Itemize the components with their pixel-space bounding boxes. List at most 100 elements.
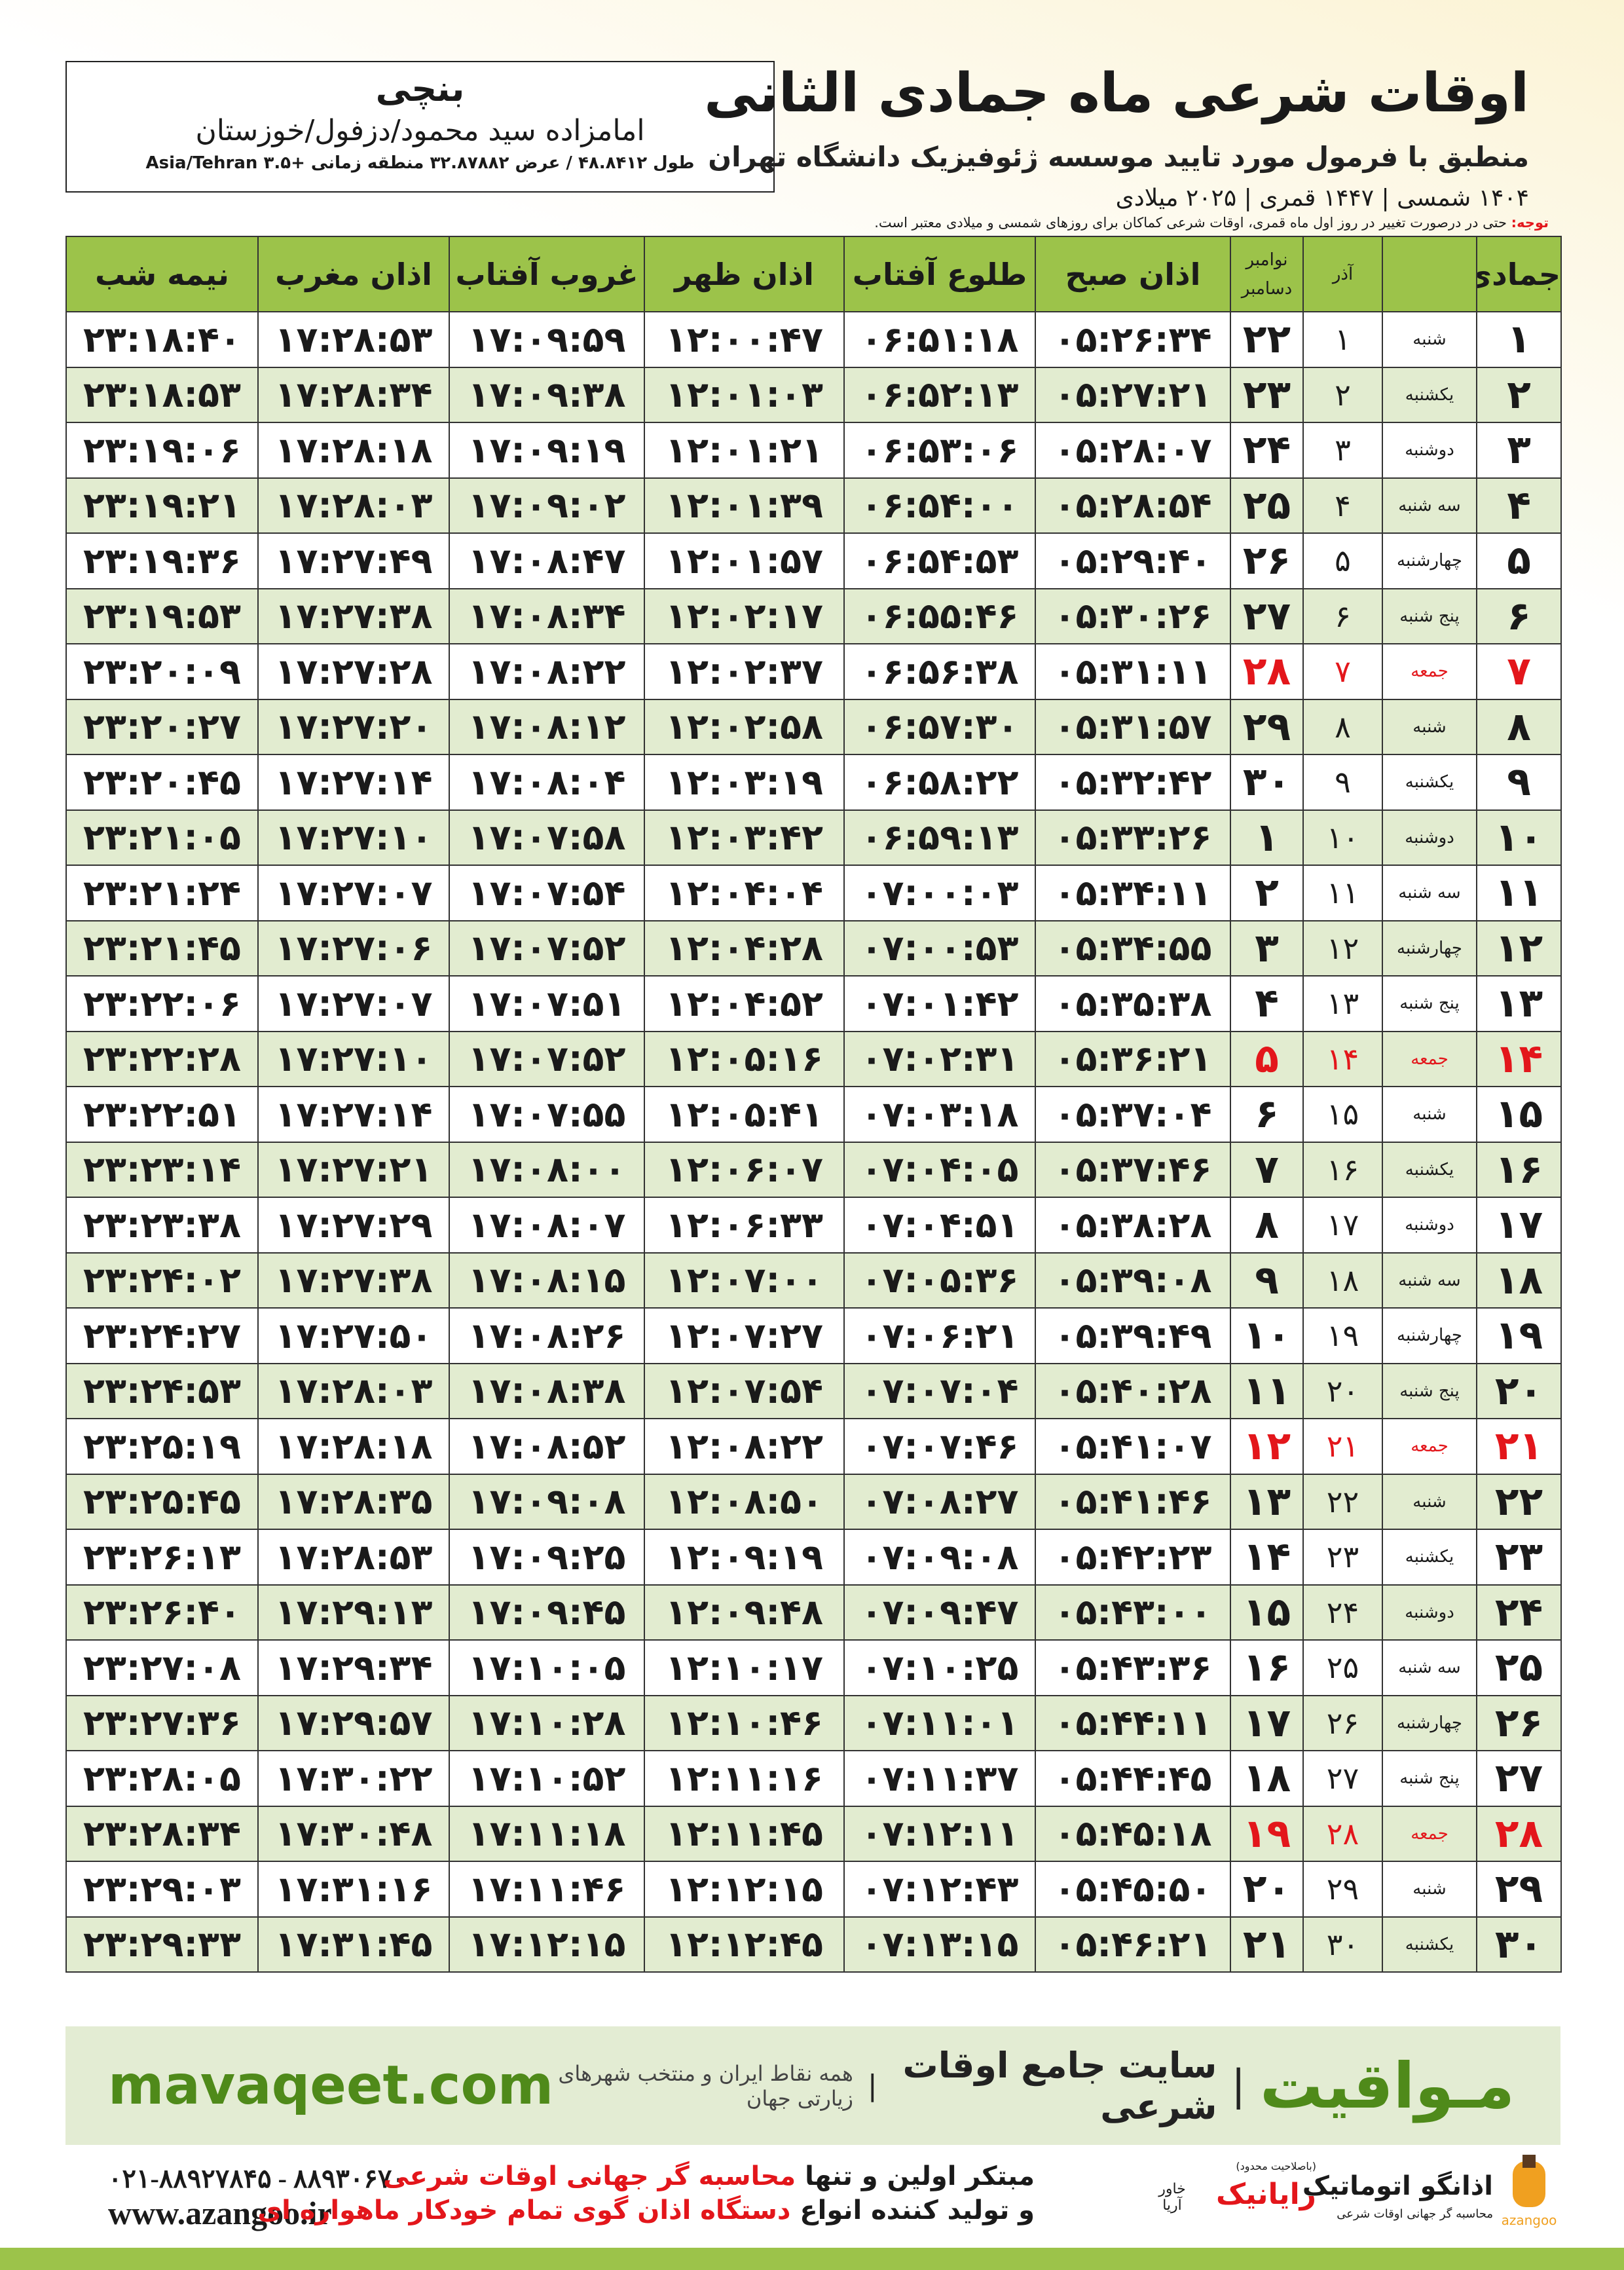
cell-azar: ۳۰ (1302, 1916, 1383, 1973)
title: اوقات شرعی ماه جمادی الثانی (704, 62, 1529, 124)
website[interactable]: www.azangoo.ir (108, 2195, 332, 2231)
header-cell: غروب آفتاب (449, 236, 645, 312)
header-row: جمادی الثانی آذر نوامبر دسامبر اذان صبح ط… (65, 236, 1562, 312)
cell-azar: ۲۱ (1302, 1418, 1383, 1475)
promo-text: و تولید کننده انواع (800, 2195, 1035, 2225)
cell-weekday: شنبه (1382, 1861, 1477, 1918)
cell-sunrise: ۰۷:۰۰:۰۳ (843, 865, 1036, 921)
note-text: حتی در درصورت تغییر در روز اول ماه قمری،… (874, 215, 1507, 231)
cell-azar: ۱۲ (1302, 920, 1383, 977)
note-label: توجه: (1511, 215, 1549, 231)
cell-sunset: ۱۷:۰۸:۱۵ (449, 1252, 645, 1309)
cell-maghrib: ۱۷:۲۷:۳۸ (257, 1252, 450, 1309)
cell-fajr: ۰۵:۴۳:۳۶ (1035, 1639, 1231, 1696)
cell-sunset: ۱۷:۰۸:۰۰ (449, 1141, 645, 1198)
cell-azar: ۲۷ (1302, 1750, 1383, 1807)
cell-fajr: ۰۵:۴۴:۴۵ (1035, 1750, 1231, 1807)
cell-greg: ۲۵ (1230, 477, 1304, 534)
cell-midnight: ۲۳:۲۳:۱۴ (65, 1141, 259, 1198)
cell-weekday: سه شنبه (1382, 1639, 1477, 1696)
cell-sunset: ۱۷:۰۷:۵۱ (449, 975, 645, 1032)
cell-dhuhr: ۱۲:۰۷:۲۷ (644, 1307, 845, 1364)
cell-maghrib: ۱۷:۲۷:۰۶ (257, 920, 450, 977)
cell-fajr: ۰۵:۴۰:۲۸ (1035, 1362, 1231, 1419)
cell-fajr: ۰۵:۲۶:۳۴ (1035, 311, 1231, 368)
cell-fajr: ۰۵:۲۹:۴۰ (1035, 532, 1231, 589)
cell-azar: ۲ (1302, 366, 1383, 423)
cell-maghrib: ۱۷:۲۷:۰۷ (257, 975, 450, 1032)
cell-weekday: جمعه (1382, 643, 1477, 700)
cell-sunrise: ۰۶:۵۷:۳۰ (843, 698, 1036, 755)
cell-azar: ۱۹ (1302, 1307, 1383, 1364)
cell-day: ۱۴ (1476, 1030, 1562, 1087)
cell-dhuhr: ۱۲:۱۰:۱۷ (644, 1639, 845, 1696)
cell-midnight: ۲۳:۲۸:۳۴ (65, 1805, 259, 1862)
cell-greg: ۷ (1230, 1141, 1304, 1198)
cell-greg: ۲۳ (1230, 366, 1304, 423)
footer-brand: مـواقیت | سایت جامع اوقات شرعی | همه نقا… (553, 2045, 1515, 2127)
cell-dhuhr: ۱۲:۰۴:۲۸ (644, 920, 845, 977)
cell-midnight: ۲۳:۲۰:۲۷ (65, 698, 259, 755)
site-url[interactable]: mavaqeet.com (108, 2055, 554, 2117)
cell-greg: ۲۰ (1230, 1861, 1304, 1918)
cell-midnight: ۲۳:۲۳:۳۸ (65, 1197, 259, 1254)
cell-greg: ۵ (1230, 1030, 1304, 1087)
cell-midnight: ۲۳:۲۷:۳۶ (65, 1694, 259, 1751)
cell-azar: ۷ (1302, 643, 1383, 700)
prayer-table: جمادی الثانی آذر نوامبر دسامبر اذان صبح ط… (65, 236, 1562, 1973)
cell-fajr: ۰۵:۴۴:۱۱ (1035, 1694, 1231, 1751)
cell-dhuhr: ۱۲:۰۰:۴۷ (644, 311, 845, 368)
cell-weekday: سه شنبه (1382, 477, 1477, 534)
cell-weekday: پنج شنبه (1382, 1362, 1477, 1419)
cell-sunset: ۱۷:۰۸:۰۴ (449, 754, 645, 811)
cell-weekday: چهارشنبه (1382, 1307, 1477, 1364)
cell-weekday: شنبه (1382, 311, 1477, 368)
table-row: ۲۸ جمعه ۲۸ ۱۹ ۰۵:۴۵:۱۸ ۰۷:۱۲:۱۱ ۱۲:۱۱:۴۵ ۱۷:۱۱:… (65, 1805, 1562, 1862)
cell-fajr: ۰۵:۴۶:۲۱ (1035, 1916, 1231, 1973)
cell-greg: ۱۷ (1230, 1694, 1304, 1751)
cell-day: ۲۶ (1476, 1694, 1562, 1751)
table-row: ۱۱ سه شنبه ۱۱ ۲ ۰۵:۳۴:۱۱ ۰۷:۰۰:۰۳ ۱۲:۰۴:۰۴ ۱۷:۰… (65, 865, 1562, 921)
cell-azar: ۱۱ (1302, 865, 1383, 921)
table-row: ۱۲ چهارشنبه ۱۲ ۳ ۰۵:۳۴:۵۵ ۰۷:۰۰:۵۳ ۱۲:۰۴:۲۸ ۱۷:… (65, 920, 1562, 977)
promo-text: مبتکر اولین و تنها (805, 2161, 1035, 2191)
cell-greg: ۱۰ (1230, 1307, 1304, 1364)
cell-dhuhr: ۱۲:۰۵:۴۱ (644, 1086, 845, 1143)
cell-sunrise: ۰۷:۱۰:۲۵ (843, 1639, 1036, 1696)
cell-maghrib: ۱۷:۲۸:۱۸ (257, 1418, 450, 1475)
cell-sunset: ۱۷:۰۹:۰۸ (449, 1473, 645, 1530)
cell-azar: ۱۶ (1302, 1141, 1383, 1198)
cell-midnight: ۲۳:۲۱:۰۵ (65, 809, 259, 866)
table-row: ۸ شنبه ۸ ۲۹ ۰۵:۳۱:۵۷ ۰۶:۵۷:۳۰ ۱۲:۰۲:۵۸ ۱۷:۰۸:۱۲… (65, 698, 1562, 755)
cell-maghrib: ۱۷:۲۸:۵۳ (257, 311, 450, 368)
cell-maghrib: ۱۷:۳۰:۲۲ (257, 1750, 450, 1807)
cell-fajr: ۰۵:۴۱:۰۷ (1035, 1418, 1231, 1475)
cell-dhuhr: ۱۲:۱۲:۱۵ (644, 1861, 845, 1918)
cell-weekday: جمعه (1382, 1030, 1477, 1087)
cell-sunset: ۱۷:۰۷:۵۲ (449, 920, 645, 977)
cell-sunrise: ۰۶:۵۱:۱۸ (843, 311, 1036, 368)
cell-midnight: ۲۳:۱۹:۰۶ (65, 422, 259, 479)
cell-greg: ۴ (1230, 975, 1304, 1032)
cell-maghrib: ۱۷:۲۷:۱۴ (257, 754, 450, 811)
cell-dhuhr: ۱۲:۰۱:۰۳ (644, 366, 845, 423)
table-row: ۱۹ چهارشنبه ۱۹ ۱۰ ۰۵:۳۹:۴۹ ۰۷:۰۶:۲۱ ۱۲:۰۷:۲۷ ۱۷… (65, 1307, 1562, 1364)
cell-sunset: ۱۷:۰۸:۳۸ (449, 1362, 645, 1419)
cell-midnight: ۲۳:۲۴:۵۳ (65, 1362, 259, 1419)
cell-sunrise: ۰۷:۱۱:۰۱ (843, 1694, 1036, 1751)
cell-maghrib: ۱۷:۲۹:۵۷ (257, 1694, 450, 1751)
cell-sunrise: ۰۷:۰۹:۴۷ (843, 1584, 1036, 1641)
cell-weekday: یکشنبه (1382, 366, 1477, 423)
cell-weekday: پنج شنبه (1382, 975, 1477, 1032)
cell-fajr: ۰۵:۴۵:۱۸ (1035, 1805, 1231, 1862)
cell-day: ۱۹ (1476, 1307, 1562, 1364)
table-row: ۱۴ جمعه ۱۴ ۵ ۰۵:۳۶:۲۱ ۰۷:۰۲:۳۱ ۱۲:۰۵:۱۶ ۱۷:۰۷:۵… (65, 1030, 1562, 1087)
cell-fajr: ۰۵:۳۷:۴۶ (1035, 1141, 1231, 1198)
cell-dhuhr: ۱۲:۰۱:۵۷ (644, 532, 845, 589)
table-row: ۷ جمعه ۷ ۲۸ ۰۵:۳۱:۱۱ ۰۶:۵۶:۳۸ ۱۲:۰۲:۳۷ ۱۷:۰۸:۲۲… (65, 643, 1562, 700)
cell-weekday: دوشنبه (1382, 809, 1477, 866)
cell-fajr: ۰۵:۳۴:۵۵ (1035, 920, 1231, 977)
cell-midnight: ۲۳:۲۸:۰۵ (65, 1750, 259, 1807)
cell-sunset: ۱۷:۱۰:۰۵ (449, 1639, 645, 1696)
table-body: ۱ شنبه ۱ ۲۲ ۰۵:۲۶:۳۴ ۰۶:۵۱:۱۸ ۱۲:۰۰:۴۷ ۱۷:۰۹:۵۹… (65, 311, 1562, 1973)
